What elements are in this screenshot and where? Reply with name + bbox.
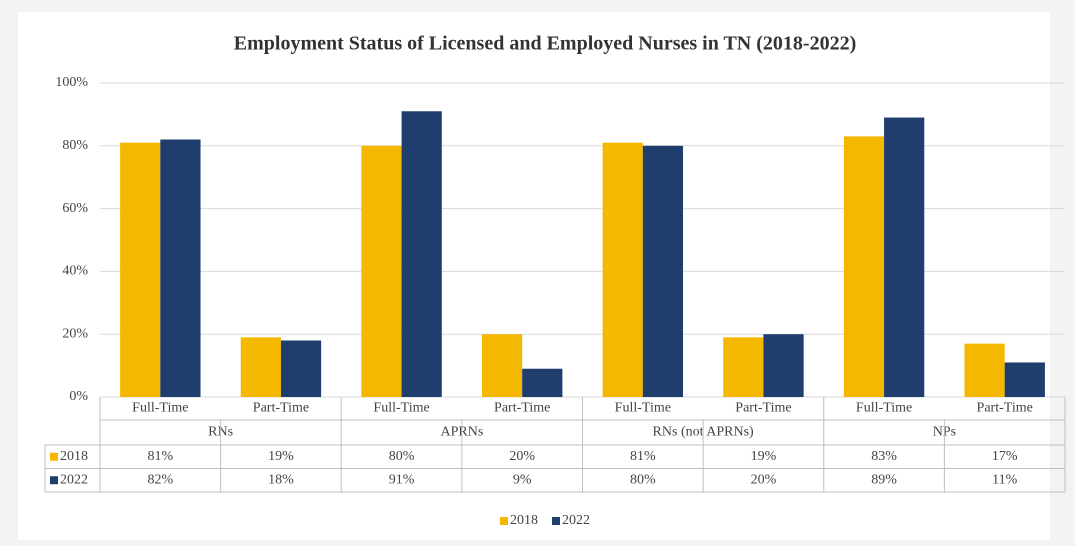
bar [1004, 362, 1045, 397]
table-value: 9% [513, 472, 532, 487]
bar [884, 117, 925, 397]
x-tick-label: Full-Time [373, 401, 429, 416]
table-value: 81% [147, 449, 173, 464]
table-value: 80% [389, 449, 415, 464]
table-value: 20% [751, 472, 777, 487]
legend-label: 2018 [510, 513, 538, 528]
table-value: 20% [509, 449, 535, 464]
bar [361, 145, 402, 397]
bar [602, 142, 643, 397]
table-value: 18% [268, 472, 294, 487]
table-value: 11% [992, 472, 1017, 487]
y-tick-label: 40% [62, 264, 88, 279]
y-tick-label: 60% [62, 201, 88, 216]
table-value: 91% [389, 472, 415, 487]
table-value: 82% [147, 472, 173, 487]
x-tick-label: Part-Time [735, 401, 791, 416]
bar [964, 343, 1005, 397]
legend-key [500, 517, 508, 525]
bar [642, 145, 684, 397]
legend-label: 2022 [562, 513, 590, 528]
table-value: 89% [871, 472, 897, 487]
x-tick-label: Full-Time [615, 401, 671, 416]
table-value: 81% [630, 449, 656, 464]
bar [843, 136, 885, 397]
bar [481, 334, 523, 397]
table-series-name: 2022 [60, 472, 88, 487]
y-tick-label: 0% [69, 389, 88, 404]
y-tick-label: 100% [55, 75, 88, 90]
bar [522, 368, 563, 397]
x-tick-label: Part-Time [494, 401, 550, 416]
y-tick-label: 20% [62, 326, 88, 341]
x-tick-label: Full-Time [856, 401, 912, 416]
y-tick-label: 80% [62, 138, 88, 153]
legend-key [552, 517, 560, 525]
x-tick-label: Part-Time [253, 401, 309, 416]
bar [280, 340, 322, 397]
bar [240, 337, 281, 397]
x-tick-label: Full-Time [132, 401, 188, 416]
table-legend-key [50, 452, 58, 461]
table-value: 80% [630, 472, 656, 487]
bar [723, 337, 764, 397]
table-value: 83% [871, 449, 897, 464]
table-value: 19% [751, 449, 777, 464]
table-legend-key [50, 476, 58, 485]
chart-title: Employment Status of Licensed and Employ… [234, 33, 856, 55]
bar [401, 111, 442, 397]
bar [120, 142, 161, 397]
bar [160, 139, 201, 397]
table-value: 17% [992, 449, 1018, 464]
table-series-name: 2018 [60, 449, 88, 464]
bar [763, 334, 804, 397]
x-tick-label: Part-Time [977, 401, 1033, 416]
table-value: 19% [268, 449, 294, 464]
